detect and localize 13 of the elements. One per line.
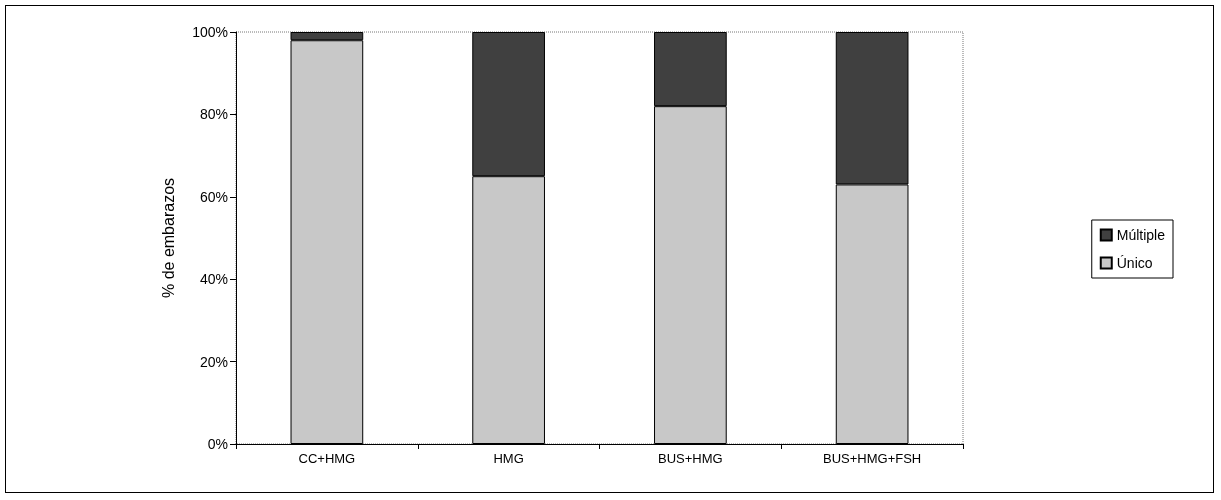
y-tick-label: 0% [207,436,228,452]
y-tick-label: 60% [199,188,228,205]
y-axis-title: % de embarazos [159,177,177,299]
x-tick-label: BUS+HMG [658,451,723,466]
x-tick-label: HMG [493,451,524,466]
y-tick-label: 100% [192,24,228,40]
y-tick-label: 40% [199,271,228,288]
y-tick-label: 20% [199,353,228,370]
x-tick-label: CC+HMG [298,451,356,466]
x-tick-label: BUS+HMG+FSH [823,451,922,466]
legend-label: Único [1116,255,1153,271]
legend-label: Múltiple [1116,227,1166,243]
y-tick-label: 80% [199,106,228,123]
